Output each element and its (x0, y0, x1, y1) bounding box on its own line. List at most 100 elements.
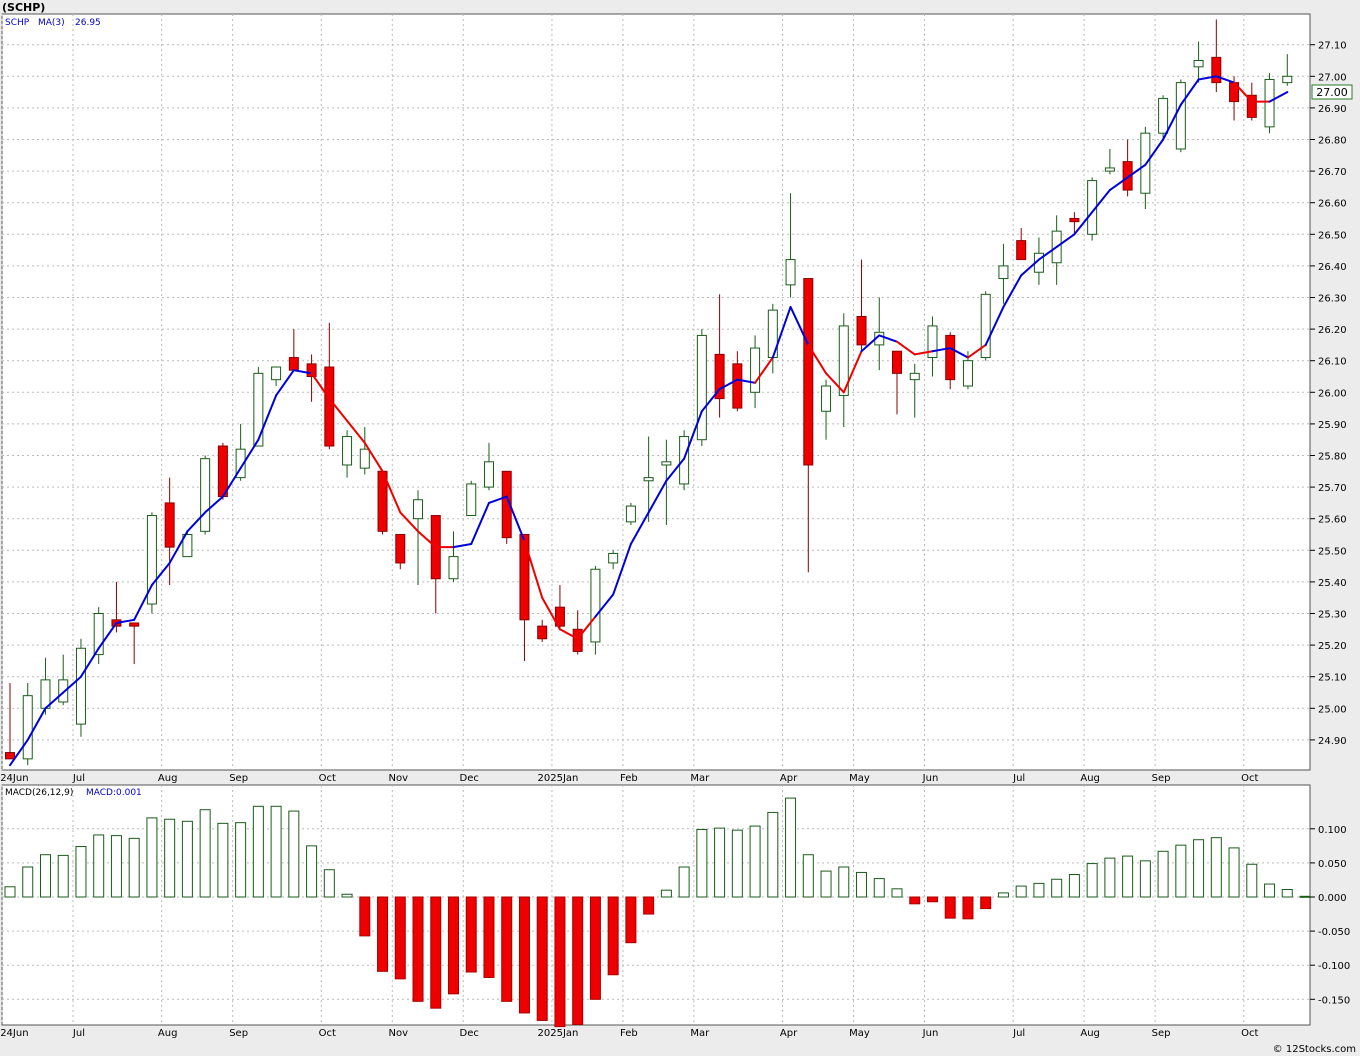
candle-down (945, 334, 956, 381)
last-price-box (1311, 84, 1353, 100)
price-tick-label: 25.10 (1318, 673, 1347, 684)
macd-bar-positive (891, 888, 903, 898)
last-price-label: 27.00 (1316, 86, 1348, 99)
ma3-segment (487, 495, 508, 504)
candle-up (1158, 97, 1169, 134)
candle-up (625, 505, 636, 523)
candle-up (1104, 167, 1115, 172)
macd-x-label: Aug (1080, 1028, 1100, 1039)
macd-bar-positive (4, 886, 16, 898)
macd-x-label: Dec (460, 1028, 479, 1039)
candle-up (413, 499, 424, 520)
candle-up (342, 436, 353, 466)
price-tick-label: 26.80 (1318, 136, 1347, 147)
macd-bar-positive (1122, 855, 1134, 898)
price-x-axis: 2024Jun Jul Aug Sep Oct Nov Dec 2025Jan Feb Mar Ap… (0, 773, 1259, 784)
macd-y-axis: -0.150 -0.100 -0.050 0.000 0.050 0.100 (1310, 825, 1350, 1006)
candle-down (856, 315, 867, 346)
macd-bar-positive (341, 893, 353, 898)
price-candles (5, 19, 1293, 766)
macd-tick-label: 0.100 (1318, 825, 1347, 836)
ma3-segment (984, 305, 1005, 346)
macd-bar-positive (1157, 850, 1169, 898)
ma3-segment (186, 511, 207, 533)
candle-up (40, 679, 51, 709)
ma3-segment (754, 356, 774, 384)
macd-bar-negative (394, 896, 406, 980)
candle-down (732, 363, 743, 409)
macd-bar-positive (1281, 888, 1293, 898)
candle-down (217, 445, 228, 498)
ma3-segment (665, 457, 686, 482)
ma3-segment (1215, 75, 1236, 84)
macd-bar-positive (1033, 882, 1045, 898)
candle-up (93, 613, 104, 656)
candle-down (519, 534, 530, 621)
macd-tick-label: 0.000 (1318, 893, 1347, 904)
macd-x-label: Jun (922, 1028, 939, 1039)
price-tick-label: 26.20 (1318, 325, 1347, 336)
price-tick-label: 26.90 (1318, 104, 1347, 115)
macd-x-label: Feb (620, 1028, 638, 1039)
macd-tick-label: -0.100 (1318, 961, 1350, 972)
ma3-segment (470, 501, 490, 545)
macd-bar-negative (448, 896, 459, 995)
price-x-label: Oct (319, 773, 336, 784)
ma3-segment (789, 305, 810, 346)
candle-down (1211, 56, 1222, 84)
ma3-segment (1197, 75, 1218, 81)
macd-bar-positive (1051, 878, 1063, 898)
macd-bar-positive (1193, 839, 1205, 898)
macd-tick-label: -0.150 (1318, 995, 1350, 1006)
macd-tick-label: -0.050 (1318, 927, 1350, 938)
macd-x-label: Sep (229, 1028, 248, 1039)
macd-tick-label: 0.050 (1318, 859, 1347, 870)
macd-bar-negative (643, 896, 655, 915)
macd-bar-negative (430, 896, 442, 1009)
ma3-segment (221, 467, 242, 498)
candle-up (750, 347, 761, 393)
ma3-segment (399, 511, 420, 533)
macd-bar-positive (270, 805, 282, 898)
macd-x-axis: 2024Jun Jul Aug Sep Oct Nov Dec 2025Jan Feb Mar Ap… (0, 1028, 1259, 1039)
ma3-segment (1268, 91, 1289, 103)
ma3-segment (363, 441, 384, 473)
candle-up (1175, 82, 1186, 150)
macd-x-label: Jul (1012, 1028, 1025, 1039)
price-x-label: Jul (1012, 773, 1025, 784)
candle-up (785, 259, 796, 286)
ma3-segment (1002, 274, 1023, 308)
candle-up (75, 647, 86, 725)
macd-bar-positive (767, 811, 779, 898)
macd-bar-negative (980, 896, 992, 910)
price-tick-label: 25.40 (1318, 578, 1347, 589)
ma3-segment (913, 350, 934, 356)
ma3-segment (949, 347, 969, 359)
macd-bar-positive (1068, 873, 1080, 898)
price-tick-label: 24.90 (1318, 736, 1347, 747)
candle-up (643, 477, 654, 482)
ma3-segment (328, 397, 349, 422)
ma3-segment (257, 394, 278, 441)
macd-bar-positive (93, 834, 105, 898)
macd-bar-positive (1210, 837, 1222, 898)
macd-bar-positive (660, 889, 672, 898)
price-tick-label: 26.10 (1318, 357, 1347, 368)
price-tick-label: 25.00 (1318, 704, 1347, 715)
candle-down (537, 625, 548, 640)
macd-bar-negative (536, 896, 548, 1021)
candle-down (288, 357, 299, 371)
candle-up (359, 448, 370, 469)
macd-bar-negative (359, 896, 371, 937)
candle-up (909, 372, 920, 381)
macd-bar-positive (22, 866, 34, 898)
macd-bar-negative (607, 896, 619, 976)
ma3-segment (1126, 163, 1147, 179)
price-tick-label: 27.00 (1318, 72, 1347, 83)
candle-down (803, 278, 814, 466)
macd-bar-negative (944, 896, 956, 919)
price-x-label: Oct (1241, 773, 1258, 784)
macd-bar-positive (856, 871, 868, 898)
macd-bar-positive (1228, 847, 1240, 898)
